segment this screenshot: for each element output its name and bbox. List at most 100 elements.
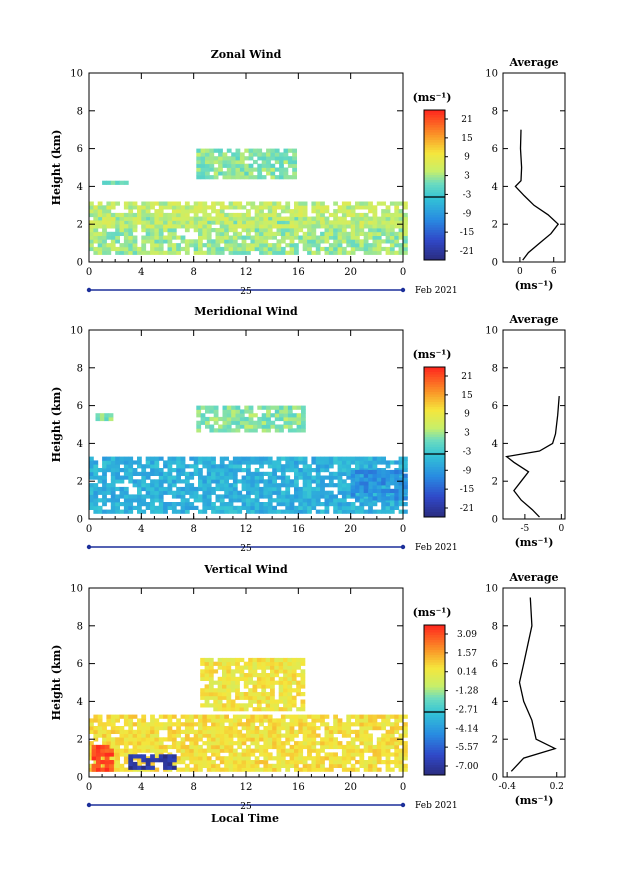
heatmap-cell bbox=[123, 733, 129, 738]
heatmap-cell bbox=[154, 498, 160, 503]
heatmap-cell bbox=[224, 212, 229, 218]
heatmap-cell bbox=[372, 763, 378, 768]
heatmap-cell bbox=[110, 216, 116, 221]
heatmap-cell bbox=[341, 486, 347, 492]
heatmap-cell bbox=[150, 483, 155, 488]
heatmap-cell bbox=[372, 714, 378, 719]
heatmap-cell bbox=[301, 416, 306, 422]
heatmap-cell bbox=[241, 763, 247, 768]
heatmap-cell bbox=[276, 205, 282, 210]
heatmap-cell bbox=[315, 763, 321, 768]
heatmap-cell bbox=[211, 752, 216, 757]
heatmap-cell bbox=[403, 756, 408, 761]
heatmap-cell bbox=[202, 212, 208, 218]
heatmap-cell bbox=[341, 224, 347, 229]
heatmap-cell bbox=[346, 744, 352, 750]
heatmap-cell bbox=[280, 714, 286, 719]
heatmap-cell bbox=[115, 479, 120, 484]
colorbar-band bbox=[424, 484, 445, 488]
heatmap-cell bbox=[228, 250, 234, 255]
heatmap-cell bbox=[394, 756, 400, 761]
colorbar-band bbox=[424, 132, 445, 136]
heatmap-cell bbox=[294, 231, 299, 236]
heatmap-cell bbox=[346, 760, 352, 765]
heatmap-cell bbox=[315, 201, 321, 206]
heatmap-cell bbox=[280, 224, 286, 229]
colorbar-band bbox=[424, 722, 445, 726]
heatmap-cell bbox=[403, 243, 408, 248]
heatmap-cell bbox=[248, 167, 254, 172]
heatmap-cell bbox=[266, 416, 271, 422]
y-tick-label: 4 bbox=[77, 182, 83, 193]
heatmap-cell bbox=[123, 722, 129, 727]
heatmap-cell bbox=[385, 748, 391, 753]
heatmap-cell bbox=[320, 239, 325, 244]
colorbar-band bbox=[424, 449, 445, 453]
heatmap-cell bbox=[294, 235, 299, 240]
heatmap-cell bbox=[115, 220, 120, 225]
heatmap-cell bbox=[311, 726, 317, 731]
heatmap-cell bbox=[246, 760, 251, 765]
heatmap-cell bbox=[403, 485, 408, 490]
heatmap-cell bbox=[403, 741, 408, 746]
heatmap-cell bbox=[154, 505, 160, 510]
heatmap-cell bbox=[324, 767, 330, 772]
heatmap-cell bbox=[315, 212, 321, 218]
heatmap-cell bbox=[372, 228, 378, 233]
date-label: Feb 2021 bbox=[415, 286, 458, 296]
heatmap-cell bbox=[176, 224, 181, 229]
heatmap-cell bbox=[263, 231, 269, 236]
heatmap-cell bbox=[254, 490, 260, 495]
heatmap-cell bbox=[231, 163, 236, 168]
heatmap-cell bbox=[381, 239, 386, 244]
heatmap-cell bbox=[263, 737, 269, 742]
heatmap-cell bbox=[280, 468, 286, 473]
heatmap-cell bbox=[154, 483, 160, 488]
heatmap-cell bbox=[256, 695, 262, 700]
heatmap-cell bbox=[307, 228, 312, 233]
heatmap-cell bbox=[110, 714, 116, 719]
colorbar-band bbox=[424, 672, 445, 676]
heatmap-cell bbox=[274, 156, 280, 161]
colorbar-band bbox=[424, 120, 445, 123]
heatmap-cell bbox=[346, 456, 352, 461]
average-y-tick-label: 2 bbox=[492, 477, 498, 488]
heatmap-cell bbox=[381, 224, 386, 229]
heatmap-cell bbox=[110, 475, 116, 480]
colorbar-band bbox=[424, 185, 445, 188]
heatmap-cell bbox=[280, 502, 286, 507]
heatmap-cell bbox=[355, 760, 360, 765]
heatmap-cell bbox=[263, 235, 269, 240]
colorbar-tick-label: -21 bbox=[460, 504, 475, 514]
heatmap-cell bbox=[267, 490, 273, 495]
heatmap-cell bbox=[280, 239, 286, 244]
heatmap-cell bbox=[280, 246, 286, 252]
heatmap-cell bbox=[254, 479, 260, 484]
heatmap-cell bbox=[359, 243, 365, 248]
heatmap-cell bbox=[398, 767, 404, 772]
heatmap-cell bbox=[267, 718, 273, 723]
heatmap-cell bbox=[176, 456, 181, 461]
heatmap-cell bbox=[254, 231, 260, 236]
heatmap-cell bbox=[285, 235, 291, 240]
heatmap-cell bbox=[259, 475, 264, 480]
heatmap-cell bbox=[341, 763, 347, 768]
heatmap-cell bbox=[202, 726, 208, 731]
heatmap-cell bbox=[381, 718, 386, 723]
heatmap-cell bbox=[226, 413, 232, 418]
heatmap-cell bbox=[141, 220, 147, 225]
y-tick-label: 8 bbox=[77, 106, 83, 117]
heatmap-cell bbox=[176, 471, 181, 476]
colorbar-band bbox=[424, 747, 445, 751]
heatmap-cell bbox=[224, 456, 229, 461]
heatmap-cell bbox=[128, 456, 134, 461]
heatmap-cell bbox=[198, 486, 203, 492]
heatmap-cell bbox=[123, 243, 129, 248]
heatmap-cell bbox=[198, 509, 203, 514]
heatmap-cell bbox=[270, 167, 276, 172]
heatmap-cell bbox=[261, 163, 267, 168]
heatmap-cell bbox=[292, 163, 297, 168]
heatmap-cell bbox=[381, 748, 386, 753]
heatmap-cell bbox=[278, 695, 284, 700]
heatmap-cell bbox=[218, 152, 223, 157]
